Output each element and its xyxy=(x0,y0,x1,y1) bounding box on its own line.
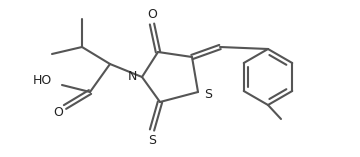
Text: O: O xyxy=(53,106,63,119)
Text: HO: HO xyxy=(33,75,52,87)
Text: O: O xyxy=(147,8,157,22)
Text: N: N xyxy=(128,70,137,84)
Text: S: S xyxy=(204,87,212,100)
Text: S: S xyxy=(148,133,156,146)
